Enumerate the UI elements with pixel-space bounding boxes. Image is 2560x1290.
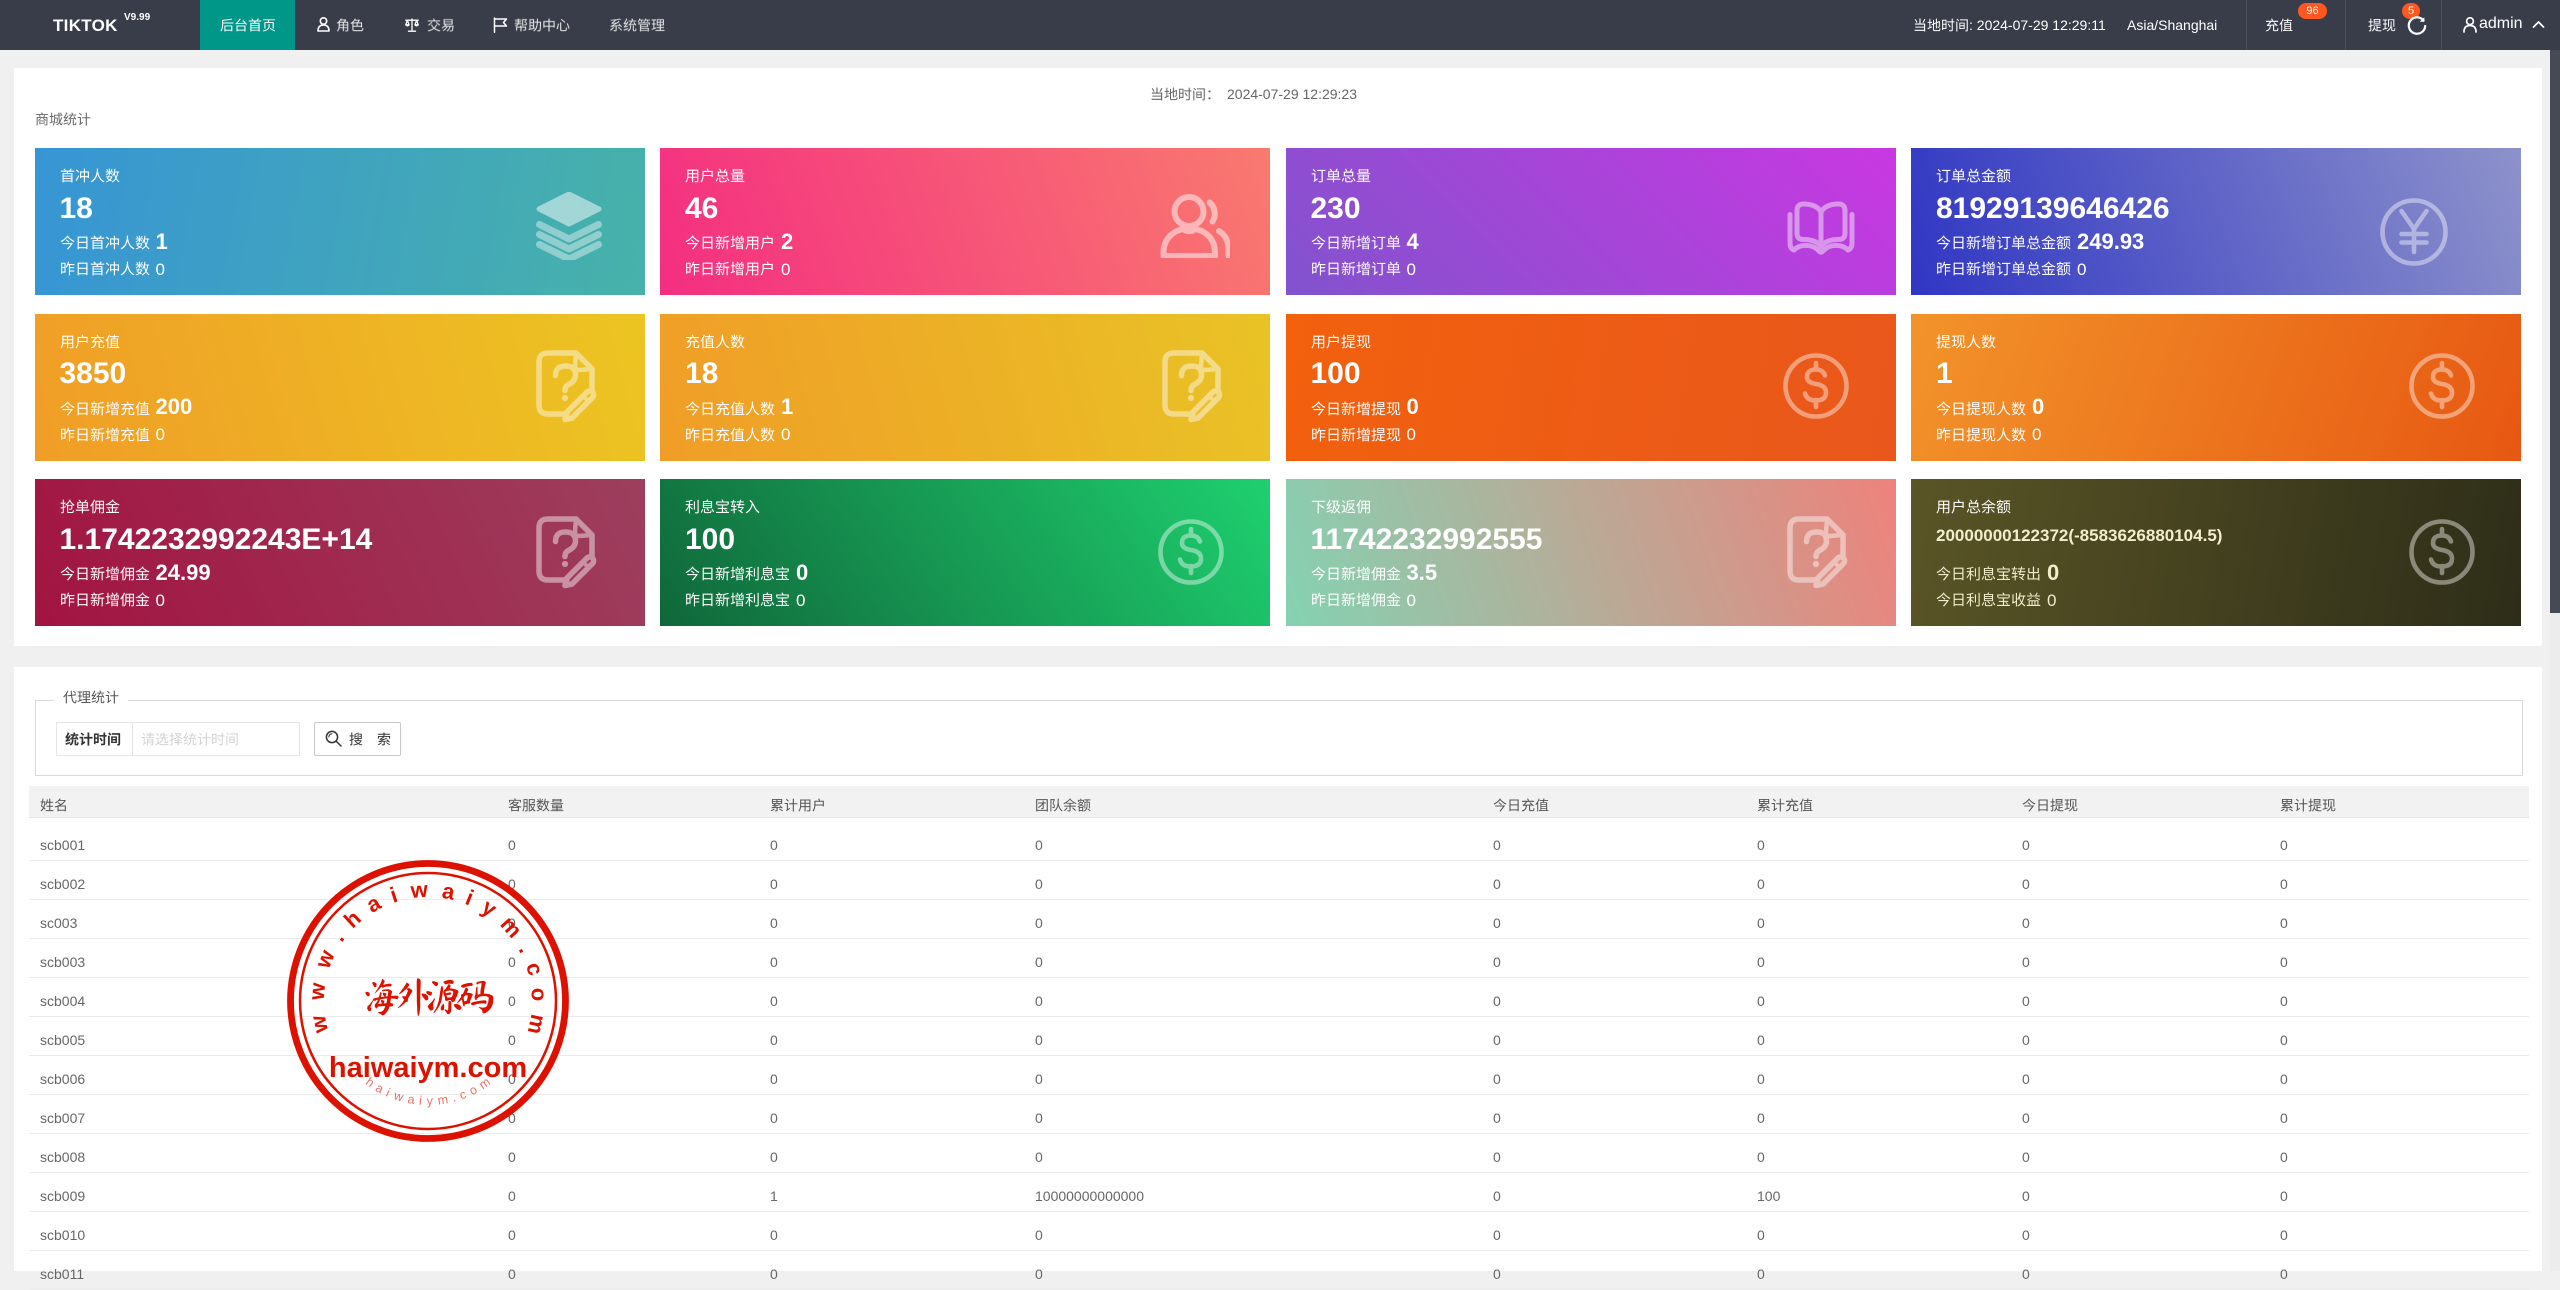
svg-text:c: c bbox=[521, 959, 548, 978]
svg-text:i: i bbox=[462, 885, 477, 910]
svg-text:.: . bbox=[450, 1090, 457, 1104]
svg-text:m: m bbox=[437, 1092, 449, 1107]
svg-text:y: y bbox=[427, 1094, 434, 1108]
svg-text:a: a bbox=[407, 1092, 416, 1107]
svg-text:o: o bbox=[526, 987, 552, 1002]
svg-text:m: m bbox=[523, 1012, 552, 1036]
svg-text:w: w bbox=[409, 877, 430, 903]
svg-text:o: o bbox=[467, 1082, 480, 1098]
svg-text:.: . bbox=[325, 926, 349, 946]
svg-text:i: i bbox=[419, 1094, 423, 1108]
svg-text:c: c bbox=[457, 1087, 468, 1102]
svg-text:i: i bbox=[387, 882, 401, 908]
svg-text:a: a bbox=[440, 878, 457, 905]
svg-text:haiwaiym.com: haiwaiym.com bbox=[329, 1052, 527, 1084]
svg-text:h: h bbox=[339, 905, 366, 932]
svg-text:w: w bbox=[391, 1088, 406, 1105]
svg-text:i: i bbox=[384, 1086, 392, 1100]
svg-text:w: w bbox=[310, 946, 340, 973]
svg-text:.: . bbox=[514, 940, 539, 957]
svg-text:a: a bbox=[362, 889, 386, 917]
svg-text:y: y bbox=[477, 894, 502, 922]
svg-text:w: w bbox=[305, 1013, 333, 1037]
svg-text:w: w bbox=[304, 981, 331, 1002]
